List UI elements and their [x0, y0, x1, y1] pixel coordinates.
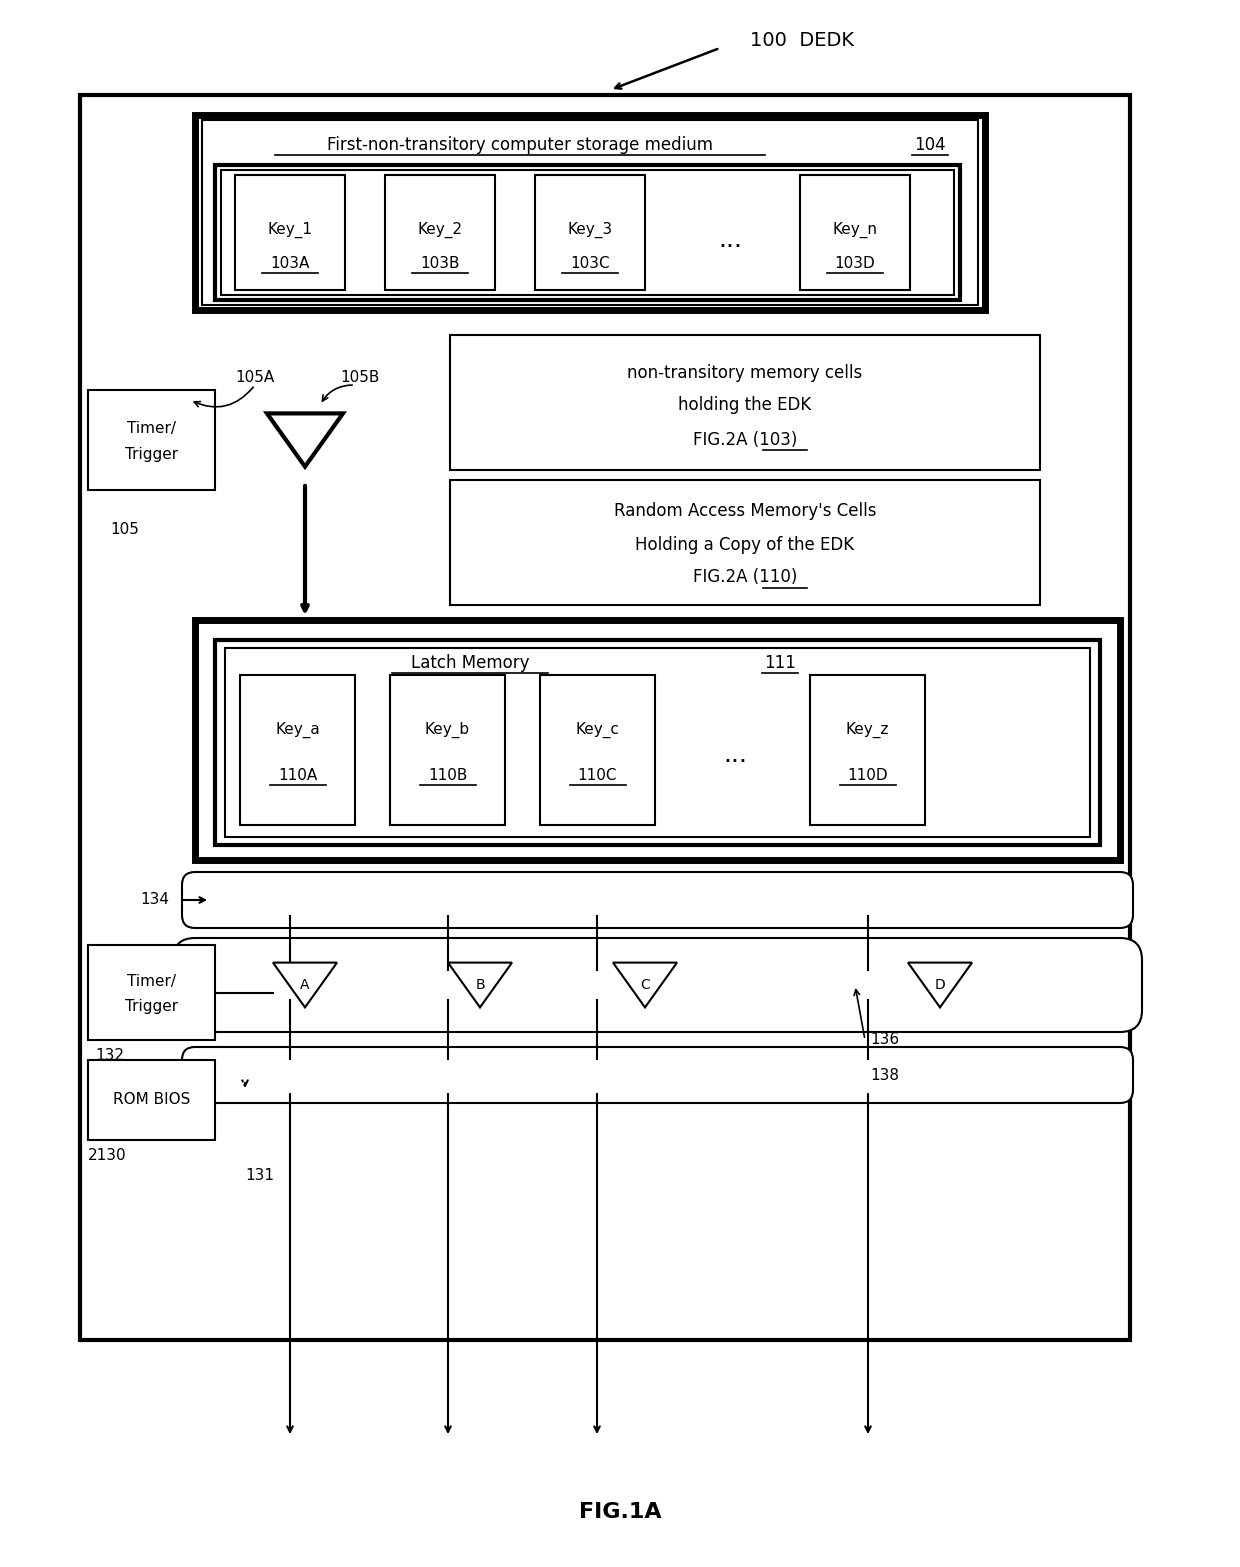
Text: 103B: 103B — [420, 255, 460, 271]
Text: C: C — [640, 978, 650, 992]
Text: Key_c: Key_c — [575, 722, 620, 738]
Bar — [81, 96, 1130, 1340]
Bar — [221, 169, 954, 295]
FancyBboxPatch shape — [174, 939, 1142, 1033]
FancyBboxPatch shape — [182, 1047, 1133, 1103]
Text: Latch Memory: Latch Memory — [410, 653, 529, 672]
Text: 110B: 110B — [428, 768, 467, 782]
Bar — [450, 480, 1040, 605]
Text: A: A — [300, 978, 310, 992]
Bar — [215, 165, 960, 299]
Text: 110A: 110A — [278, 768, 317, 782]
Bar — [215, 639, 1100, 845]
Text: First-non-transitory computer storage medium: First-non-transitory computer storage me… — [327, 136, 713, 154]
Bar — [800, 176, 910, 290]
Polygon shape — [908, 962, 972, 1008]
Text: 105B: 105B — [340, 370, 379, 385]
Text: Timer/: Timer/ — [126, 420, 176, 436]
Bar — [195, 114, 985, 310]
Text: 100  DEDK: 100 DEDK — [750, 30, 854, 50]
Bar — [384, 176, 495, 290]
Bar — [810, 675, 925, 824]
FancyBboxPatch shape — [182, 871, 1133, 928]
Text: D: D — [935, 978, 945, 992]
Bar — [195, 621, 1120, 860]
Text: 105: 105 — [110, 522, 139, 537]
Bar — [236, 176, 345, 290]
Text: B: B — [475, 978, 485, 992]
Text: 104: 104 — [914, 136, 946, 154]
Text: 103C: 103C — [570, 255, 610, 271]
Polygon shape — [267, 414, 343, 467]
Text: FIG.2A (110): FIG.2A (110) — [693, 569, 797, 586]
Text: 131: 131 — [246, 1167, 274, 1183]
Text: ...: ... — [718, 229, 742, 252]
Bar — [391, 675, 505, 824]
Text: Key_1: Key_1 — [268, 223, 312, 238]
Text: Key_b: Key_b — [425, 722, 470, 738]
Text: 103A: 103A — [270, 255, 310, 271]
Text: 132: 132 — [95, 1047, 124, 1062]
Polygon shape — [273, 962, 337, 1008]
Bar — [241, 675, 355, 824]
Bar — [224, 649, 1090, 837]
Bar — [88, 945, 215, 1040]
Text: ROM BIOS: ROM BIOS — [113, 1092, 190, 1108]
Bar — [450, 335, 1040, 470]
Text: 103D: 103D — [835, 255, 875, 271]
Bar — [539, 675, 655, 824]
Text: Key_a: Key_a — [275, 722, 320, 738]
Text: non-transitory memory cells: non-transitory memory cells — [627, 364, 863, 382]
Text: Timer/: Timer/ — [126, 973, 176, 989]
Text: Trigger: Trigger — [125, 448, 179, 462]
Text: Trigger: Trigger — [125, 1000, 179, 1014]
Text: 110C: 110C — [578, 768, 618, 782]
Text: 138: 138 — [870, 1067, 899, 1083]
Text: Key_n: Key_n — [832, 223, 878, 238]
Text: Key_2: Key_2 — [418, 223, 463, 238]
Bar — [202, 121, 978, 306]
Text: FIG.1A: FIG.1A — [579, 1503, 661, 1522]
Text: holding the EDK: holding the EDK — [678, 396, 812, 414]
Text: Holding a Copy of the EDK: Holding a Copy of the EDK — [635, 536, 854, 555]
Text: 2130: 2130 — [88, 1147, 126, 1163]
Polygon shape — [448, 962, 512, 1008]
Text: 110D: 110D — [847, 768, 888, 782]
Text: FIG.2A (103): FIG.2A (103) — [693, 431, 797, 450]
Bar — [534, 176, 645, 290]
Text: Random Access Memory's Cells: Random Access Memory's Cells — [614, 503, 877, 520]
Text: Key_3: Key_3 — [568, 223, 613, 238]
Text: Key_z: Key_z — [846, 722, 889, 738]
Text: 105A: 105A — [236, 370, 274, 385]
Text: 134: 134 — [140, 893, 170, 907]
Text: ...: ... — [723, 743, 746, 766]
Bar — [88, 1059, 215, 1141]
Polygon shape — [613, 962, 677, 1008]
Text: 136: 136 — [870, 1033, 899, 1047]
Text: 111: 111 — [764, 653, 796, 672]
Bar — [88, 390, 215, 490]
